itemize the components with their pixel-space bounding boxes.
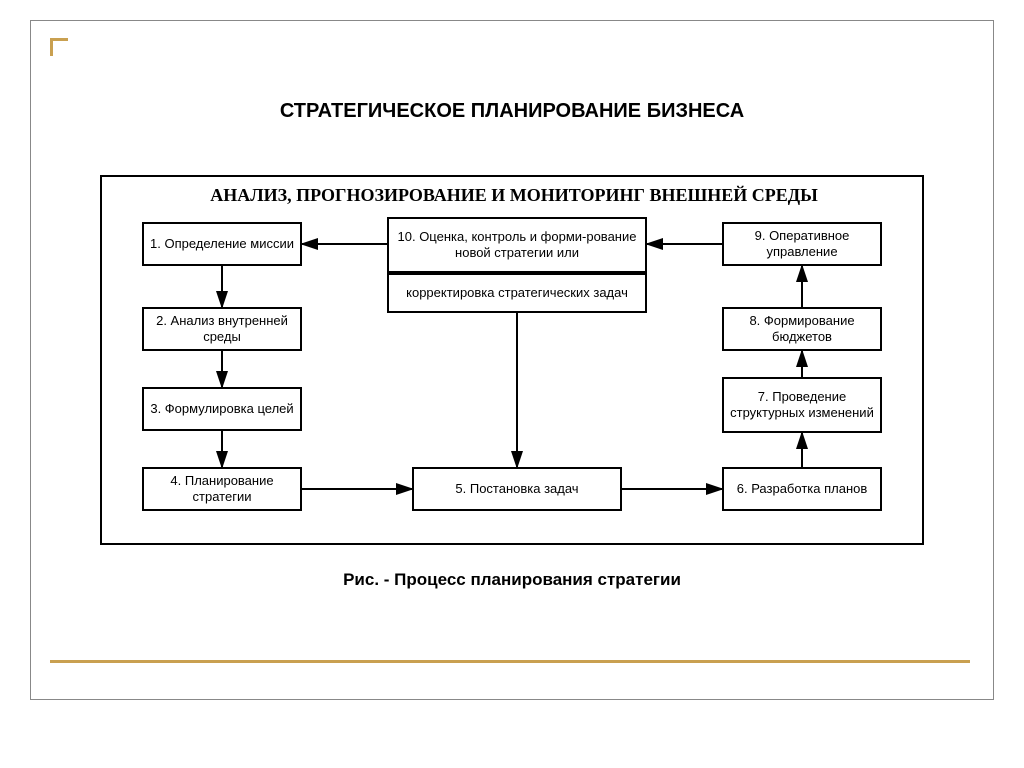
flowchart-node-n2: 2. Анализ внутренней среды: [142, 307, 302, 351]
flowchart-node-n1: 1. Определение миссии: [142, 222, 302, 266]
page-title: СТРАТЕГИЧЕСКОЕ ПЛАНИРОВАНИЕ БИЗНЕСА: [0, 100, 1024, 123]
flowchart-node-n5: 5. Постановка задач: [412, 467, 622, 511]
flowchart-node-n4: 4. Планирование стратегии: [142, 467, 302, 511]
flowchart-node-n6: 6. Разработка планов: [722, 467, 882, 511]
flowchart-node-n8: 8. Формирование бюджетов: [722, 307, 882, 351]
flowchart-node-n9: 9. Оперативное управление: [722, 222, 882, 266]
figure-caption: Рис. - Процесс планирования стратегии: [0, 570, 1024, 590]
bottom-accent-line: [50, 660, 970, 663]
flowchart-node-n7: 7. Проведение структурных изменений: [722, 377, 882, 433]
corner-accent: [50, 38, 68, 56]
flowchart-node-n3: 3. Формулировка целей: [142, 387, 302, 431]
flowchart-node-n10b: корректировка стратегических задач: [387, 273, 647, 313]
diagram-frame: АНАЛИЗ, ПРОГНОЗИРОВАНИЕ И МОНИТОРИНГ ВНЕ…: [100, 175, 924, 545]
flowchart-node-n10: 10. Оценка, контроль и форми-рование нов…: [387, 217, 647, 273]
diagram-title: АНАЛИЗ, ПРОГНОЗИРОВАНИЕ И МОНИТОРИНГ ВНЕ…: [102, 185, 926, 206]
